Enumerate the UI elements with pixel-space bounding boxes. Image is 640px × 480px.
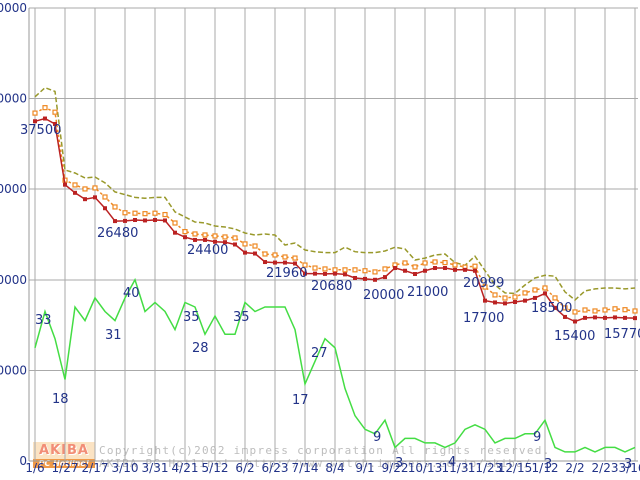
x-tick-label: 5/12 xyxy=(202,461,229,475)
data-point-label: 21000 xyxy=(407,285,448,300)
x-tick-label: 6/23 xyxy=(262,461,289,475)
x-tick-label: 3/31 xyxy=(142,461,169,475)
data-point-label: 9 xyxy=(533,430,541,445)
grid-lines xyxy=(29,7,638,462)
x-tick-label: 1/12 xyxy=(532,461,559,475)
series-average-price xyxy=(32,105,638,315)
x-tick-label: 7/14 xyxy=(292,461,319,475)
y-tick-label: 10000 xyxy=(0,363,27,377)
x-axis-labels: 1/6 1/27 2/17 3/10 3/31 4/21 5/12 6/2 6/23 7/14 8/… xyxy=(25,461,640,475)
data-point-label: 37500 xyxy=(20,123,61,138)
x-tick-label: 2/2 xyxy=(565,461,584,475)
data-point-label: 35 xyxy=(233,310,250,325)
y-axis-labels: 0 10000 20000 30000 40000 50000 xyxy=(0,1,27,468)
series-lowest-price xyxy=(33,116,637,324)
data-point-label: 18 xyxy=(52,392,69,407)
data-point-label: 17700 xyxy=(463,311,504,326)
x-tick-label: 3/16 xyxy=(619,461,640,475)
axes xyxy=(28,8,638,462)
x-tick-label: 3/10 xyxy=(112,461,139,475)
data-point-label: 3 xyxy=(395,456,403,471)
data-point-label: 20999 xyxy=(463,276,504,291)
data-point-label: 3 xyxy=(544,457,552,472)
data-point-label: 35 xyxy=(183,310,200,325)
data-point-label: 20680 xyxy=(311,279,352,294)
data-point-label: 18500 xyxy=(531,301,572,316)
x-tick-label: 12/15 xyxy=(498,461,533,475)
x-tick-label: 6/2 xyxy=(235,461,254,475)
series-shop-count xyxy=(34,277,636,453)
data-point-label: 33 xyxy=(35,313,52,328)
akiba-pc-hotline-logo: AKIBA PC Hotline! xyxy=(33,442,95,468)
copyright-line-1: Copyright(c)2002 impress corporation All… xyxy=(99,444,551,457)
y-tick-label: 40000 xyxy=(0,92,27,106)
y-tick-label: 50000 xyxy=(0,1,27,15)
x-tick-label: 2/23 xyxy=(592,461,619,475)
x-tick-label: 10/13 xyxy=(408,461,443,475)
x-tick-label: 1/6 xyxy=(25,461,44,475)
x-tick-label: 11/23 xyxy=(468,461,503,475)
data-point-label: 20000 xyxy=(363,288,404,303)
x-tick-label: 11/3 xyxy=(442,461,469,475)
data-point-label: 4 xyxy=(448,455,456,470)
x-tick-label: 9/1 xyxy=(355,461,374,475)
data-point-label: 3 xyxy=(624,457,632,472)
value-annotations: 37500 26480 24400 21960 20680 20000 21000 20999… xyxy=(20,123,640,472)
series-highest-price xyxy=(34,86,636,301)
y-tick-label: 20000 xyxy=(0,273,27,287)
x-tick-label: 9/22 xyxy=(382,461,409,475)
data-point-label: 15770 xyxy=(604,327,640,342)
x-tick-label: 8/4 xyxy=(325,461,344,475)
x-tick-label: 4/21 xyxy=(172,461,199,475)
copyright-line-2: AKIBA PC Hotline! |http://www.watch.impr… xyxy=(99,457,532,470)
data-point-label: 28 xyxy=(192,341,209,356)
data-point-label: 31 xyxy=(105,328,122,343)
data-point-label: 27 xyxy=(311,346,328,361)
data-point-label: 21960 xyxy=(266,266,307,281)
y-tick-label: 30000 xyxy=(0,182,27,196)
data-point-label: 40 xyxy=(123,286,140,301)
data-point-label: 24400 xyxy=(187,243,228,258)
y-tick-label: 0 xyxy=(19,454,27,468)
x-tick-label: 1/27 xyxy=(52,461,79,475)
akiba-logo-subtitle: PC Hotline! xyxy=(33,459,95,468)
data-point-label: 17 xyxy=(292,393,309,408)
data-point-label: 26480 xyxy=(97,226,138,241)
data-point-label: 9 xyxy=(373,430,381,445)
data-point-label: 15400 xyxy=(554,329,595,344)
akiba-logo-wordmark: AKIBA xyxy=(33,442,95,459)
x-tick-label: 2/17 xyxy=(82,461,109,475)
